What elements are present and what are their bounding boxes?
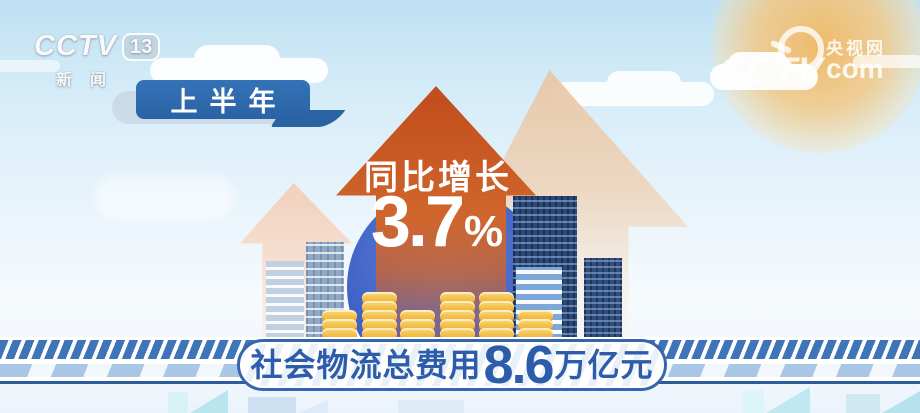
- banner-prefix: 社会物流总费用: [250, 347, 482, 383]
- cctv13-logo: CCTV 13 新闻: [34, 30, 161, 90]
- cloud-icon: [150, 45, 328, 83]
- coin-stack: [479, 292, 514, 341]
- cloud-icon: [552, 71, 714, 106]
- box-roof: [298, 400, 328, 413]
- total-cost-banner: 社会物流总费用 8.6 万亿元: [237, 339, 667, 391]
- growth-value: 3.7%: [340, 186, 534, 258]
- box-face: [742, 390, 764, 413]
- coin-stacks: [322, 289, 554, 341]
- cctv13-brand: CCTV: [34, 30, 117, 62]
- banner-value: 8.6: [483, 339, 554, 391]
- box-face: [168, 392, 188, 413]
- cloud-wisp: [95, 175, 235, 221]
- box-face: [398, 400, 464, 413]
- growth-percent-sign: %: [463, 207, 504, 256]
- box-roof: [190, 390, 228, 413]
- cloud-icon: [0, 60, 60, 72]
- watermark-site-name: 央视网: [826, 39, 886, 58]
- box-roof: [882, 391, 920, 413]
- coin-stack: [362, 292, 397, 341]
- box-face: [846, 394, 880, 413]
- building: [266, 261, 304, 342]
- coin-stack: [440, 292, 475, 341]
- growth-number: 3.7: [370, 182, 465, 262]
- cloud-icon: [710, 52, 818, 90]
- box-face: [248, 397, 296, 413]
- building-tower: [584, 258, 622, 340]
- cloud-icon: [853, 55, 920, 68]
- cctv13-number: 13: [121, 32, 161, 61]
- box-roof: [766, 387, 810, 413]
- cctv13-caption: 新闻: [56, 72, 125, 89]
- growth-label: 同比增长: [364, 159, 512, 197]
- period-badge-label: 上半年: [170, 87, 288, 117]
- banner-unit: 万亿元: [554, 347, 654, 383]
- period-badge: 上半年: [136, 80, 310, 119]
